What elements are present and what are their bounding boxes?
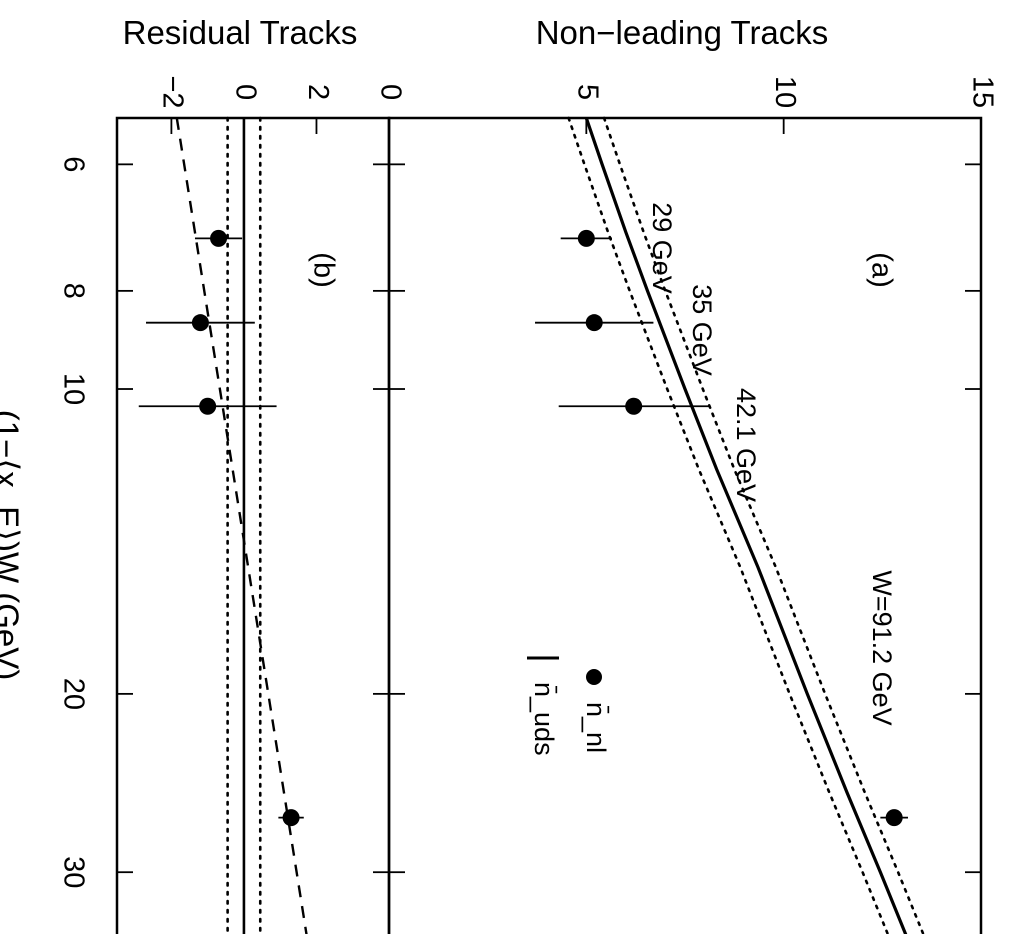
energy-tick-label: 8: [57, 283, 89, 299]
nnl-point: [625, 397, 643, 415]
residual-point: [191, 314, 209, 332]
value-tick-label-b: 2: [302, 84, 334, 100]
nnl-point: [885, 809, 903, 827]
panel-b-label: (b): [307, 252, 339, 287]
legend-point-marker: [586, 669, 602, 685]
non-leading-tracks-axis-title: Non−leading Tracks: [536, 14, 829, 51]
panel-b-frame: [115, 116, 391, 934]
x-axis-title: (1−⟨x_E⟩)W (GeV): [0, 410, 25, 681]
energy-tick-label: 20: [57, 678, 89, 710]
curves: [175, 116, 925, 934]
data-points: [138, 229, 908, 827]
energy-tick-label: 30: [57, 856, 89, 888]
legend: n̄_nl n̄_uds: [527, 656, 611, 756]
nnl-point: [577, 229, 595, 247]
annotation-91-gev: W=91.2 GeV: [867, 570, 897, 725]
value-tick-label-a: 15: [966, 76, 998, 108]
annotation-42-gev: 42.1 GeV: [731, 388, 761, 502]
panel-a-label: (a): [865, 252, 897, 287]
value-tick-label-a: 0: [374, 84, 406, 100]
value-tick-labels: 0 5 10 15 −2 0 2: [157, 75, 999, 108]
annotation-35-gev: 35 GeV: [687, 284, 717, 376]
dashed-fit-line: [175, 117, 308, 934]
value-tick-label-b: −2: [157, 75, 189, 108]
value-tick-label-b: 0: [229, 84, 261, 100]
residual-tracks-axis-title: Residual Tracks: [123, 14, 358, 51]
nnl-point: [585, 314, 603, 332]
value-tick-label-a: 5: [572, 84, 604, 100]
legend-point-label: n̄_nl: [581, 702, 611, 753]
panel-a-frame: [387, 116, 983, 934]
lower-dotted-curve: [567, 116, 890, 934]
energy-tick-label: 6: [57, 156, 89, 172]
residual-point: [210, 229, 228, 247]
legend-line-label: n̄_uds: [529, 682, 559, 756]
value-tick-label-a: 10: [769, 76, 801, 108]
residual-point: [282, 809, 300, 827]
energy-tick-labels: 6 8 10 20 30: [57, 156, 89, 888]
residual-point: [199, 397, 217, 415]
axis-ticks: [117, 118, 982, 874]
energy-tick-label: 10: [57, 373, 89, 405]
nuds-curve: [584, 117, 908, 934]
